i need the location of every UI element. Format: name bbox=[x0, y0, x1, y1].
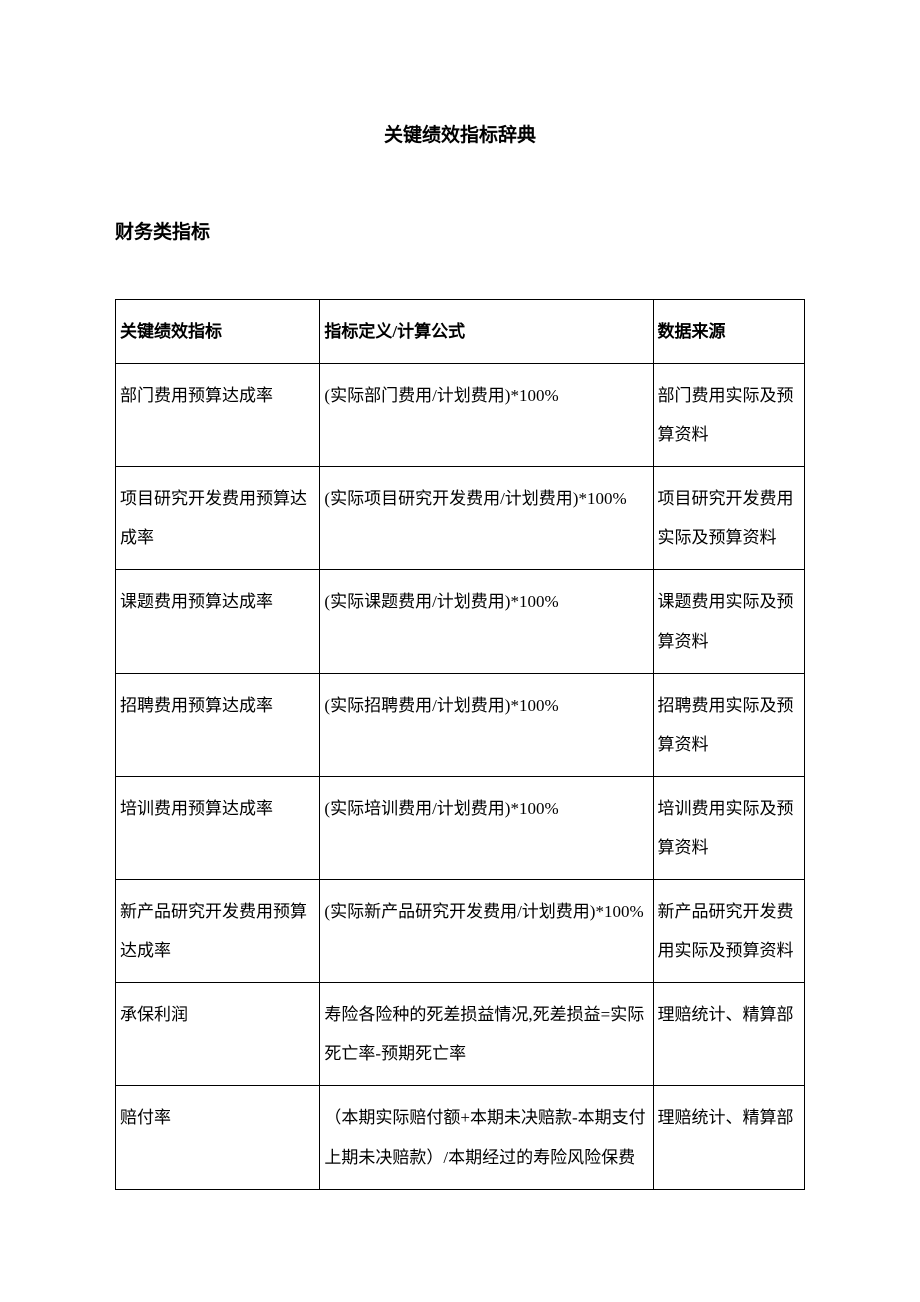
document-title: 关键绩效指标辞典 bbox=[115, 120, 805, 147]
table-cell: (实际新产品研究开发费用/计划费用)*100% bbox=[320, 880, 653, 983]
table-cell: 理赔统计、精算部 bbox=[653, 983, 804, 1086]
section-title: 财务类指标 bbox=[115, 217, 805, 244]
table-header-cell: 关键绩效指标 bbox=[116, 300, 320, 364]
table-row: 培训费用预算达成率 (实际培训费用/计划费用)*100% 培训费用实际及预算资料 bbox=[116, 776, 805, 879]
table-cell: 招聘费用实际及预算资料 bbox=[653, 673, 804, 776]
kpi-table: 关键绩效指标 指标定义/计算公式 数据来源 部门费用预算达成率 (实际部门费用/… bbox=[115, 299, 805, 1190]
table-cell: 新产品研究开发费用预算达成率 bbox=[116, 880, 320, 983]
table-cell: 部门费用预算达成率 bbox=[116, 364, 320, 467]
table-cell: (实际部门费用/计划费用)*100% bbox=[320, 364, 653, 467]
table-row: 部门费用预算达成率 (实际部门费用/计划费用)*100% 部门费用实际及预算资料 bbox=[116, 364, 805, 467]
table-header-cell: 指标定义/计算公式 bbox=[320, 300, 653, 364]
table-row: 项目研究开发费用预算达成率 (实际项目研究开发费用/计划费用)*100% 项目研… bbox=[116, 467, 805, 570]
table-header-row: 关键绩效指标 指标定义/计算公式 数据来源 bbox=[116, 300, 805, 364]
table-cell: 培训费用预算达成率 bbox=[116, 776, 320, 879]
table-cell: 赔付率 bbox=[116, 1086, 320, 1189]
table-row: 招聘费用预算达成率 (实际招聘费用/计划费用)*100% 招聘费用实际及预算资料 bbox=[116, 673, 805, 776]
table-cell: 新产品研究开发费用实际及预算资料 bbox=[653, 880, 804, 983]
table-cell: (实际项目研究开发费用/计划费用)*100% bbox=[320, 467, 653, 570]
table-row: 课题费用预算达成率 (实际课题费用/计划费用)*100% 课题费用实际及预算资料 bbox=[116, 570, 805, 673]
table-cell: 理赔统计、精算部 bbox=[653, 1086, 804, 1189]
table-cell: (实际课题费用/计划费用)*100% bbox=[320, 570, 653, 673]
table-cell: 承保利润 bbox=[116, 983, 320, 1086]
table-cell: 课题费用预算达成率 bbox=[116, 570, 320, 673]
table-row: 承保利润 寿险各险种的死差损益情况,死差损益=实际死亡率-预期死亡率 理赔统计、… bbox=[116, 983, 805, 1086]
table-cell: （本期实际赔付额+本期未决赔款-本期支付上期未决赔款）/本期经过的寿险风险保费 bbox=[320, 1086, 653, 1189]
table-cell: 招聘费用预算达成率 bbox=[116, 673, 320, 776]
table-row: 赔付率 （本期实际赔付额+本期未决赔款-本期支付上期未决赔款）/本期经过的寿险风… bbox=[116, 1086, 805, 1189]
table-cell: 部门费用实际及预算资料 bbox=[653, 364, 804, 467]
table-cell: 项目研究开发费用预算达成率 bbox=[116, 467, 320, 570]
table-header-cell: 数据来源 bbox=[653, 300, 804, 364]
table-cell: 课题费用实际及预算资料 bbox=[653, 570, 804, 673]
table-row: 新产品研究开发费用预算达成率 (实际新产品研究开发费用/计划费用)*100% 新… bbox=[116, 880, 805, 983]
table-cell: 项目研究开发费用实际及预算资料 bbox=[653, 467, 804, 570]
table-cell: (实际招聘费用/计划费用)*100% bbox=[320, 673, 653, 776]
table-cell: 培训费用实际及预算资料 bbox=[653, 776, 804, 879]
table-cell: (实际培训费用/计划费用)*100% bbox=[320, 776, 653, 879]
table-cell: 寿险各险种的死差损益情况,死差损益=实际死亡率-预期死亡率 bbox=[320, 983, 653, 1086]
